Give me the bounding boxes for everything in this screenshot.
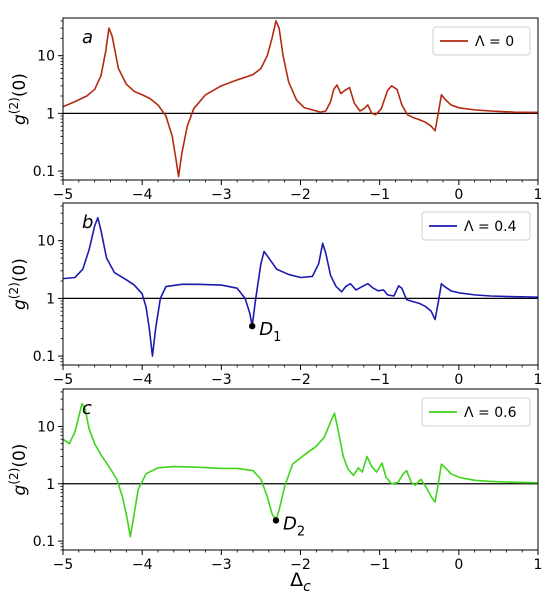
panel-b: −5 −4 −3 −2 −1 0 1 0.1 1 10 g(2)(0) b Λ = 0.4 D1 [7, 202, 543, 388]
x-tick-label: 1 [534, 372, 543, 388]
series-line-0 [63, 402, 538, 538]
y-tick-label: 1 [46, 106, 55, 122]
annotation-point [249, 322, 256, 330]
legend-box [421, 211, 531, 241]
y-axis-label: g(2)(0) [7, 258, 30, 310]
x-tick-label: 0 [454, 557, 463, 573]
y-tick-label: 10 [37, 234, 55, 250]
x-tick-label: 0 [454, 187, 463, 203]
x-tick-label: −2 [290, 372, 311, 388]
x-tick-label: 1 [534, 557, 543, 573]
x-tick-label: −1 [369, 372, 390, 388]
annotation-label: D2 [283, 513, 305, 539]
legend: Λ = 0.6 [421, 397, 531, 427]
series-line-0 [63, 20, 538, 178]
x-tick-label: −2 [290, 187, 311, 203]
y-tick-label: 0.1 [33, 164, 55, 180]
x-tick-label: −5 [53, 187, 74, 203]
x-tick-label: −5 [53, 557, 74, 573]
y-tick-label: 1 [46, 291, 55, 307]
legend-box [432, 26, 531, 56]
panel-letter: c [82, 398, 92, 419]
x-tick-label: −5 [53, 372, 74, 388]
x-tick-label: −3 [211, 557, 232, 573]
y-tick-label: 1 [46, 477, 55, 493]
panel-a: −5 −4 −3 −2 −1 0 1 0.1 1 10 g(2)(0) a Λ = 0 [7, 17, 543, 203]
x-tick-label: −4 [132, 557, 153, 573]
annotation-label: D1 [259, 319, 281, 345]
y-axis-label: g(2)(0) [7, 444, 30, 496]
legend-label: Λ = 0.4 [464, 219, 517, 235]
panel-letter: b [82, 212, 93, 233]
x-tick-label: −1 [369, 557, 390, 573]
annotation-point [272, 517, 280, 524]
x-tick-label: −3 [211, 372, 232, 388]
x-tick-label: 0 [454, 372, 463, 388]
x-tick-label: −1 [369, 187, 390, 203]
legend: Λ = 0.4 [421, 211, 531, 241]
series-line-0 [63, 216, 538, 357]
y-tick-label: 10 [37, 49, 55, 65]
y-tick-label: 10 [37, 419, 55, 435]
legend-label: Λ = 0.6 [464, 405, 517, 421]
x-tick-label: −4 [132, 372, 153, 388]
y-axis-label: g(2)(0) [7, 73, 30, 125]
x-tick-label: 1 [534, 187, 543, 203]
y-tick-label: 0.1 [33, 534, 55, 550]
legend: Λ = 0 [432, 26, 531, 56]
y-tick-label: 0.1 [33, 349, 55, 365]
x-tick-label: −2 [290, 557, 311, 573]
panel-c: −5 −4 −3 −2 −1 0 1 0.1 1 10 g(2)(0) c Λ = 0.6 D2 Δc [7, 388, 543, 595]
panel-letter: a [82, 27, 93, 48]
x-axis-label: Δc [290, 569, 311, 595]
legend-box [421, 397, 531, 427]
x-tick-label: −3 [211, 187, 232, 203]
legend-label: Λ = 0 [475, 34, 514, 50]
x-tick-label: −4 [132, 187, 153, 203]
